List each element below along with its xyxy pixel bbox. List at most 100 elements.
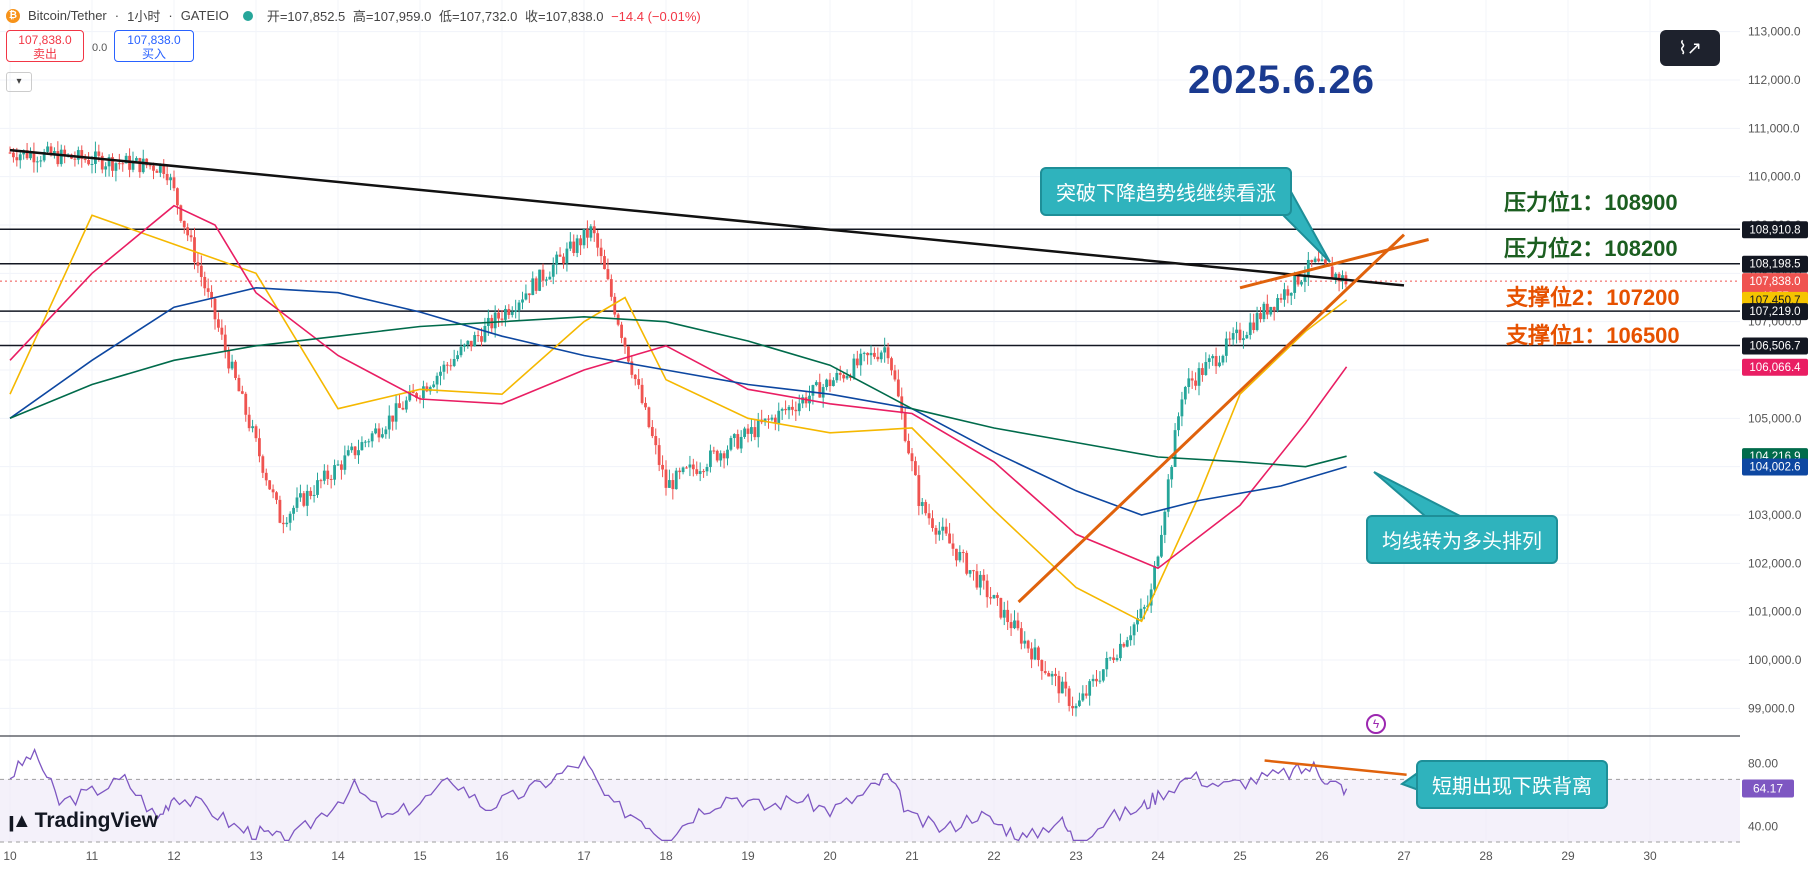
exchange: GATEIO — [180, 8, 229, 23]
candle-body — [483, 325, 487, 342]
candle-body — [340, 464, 343, 470]
y-tick-label: 103,000.0 — [1748, 508, 1802, 522]
candle-body — [49, 146, 53, 155]
candle-body — [1050, 673, 1054, 677]
candle-body — [1259, 313, 1262, 320]
rsi-tick-label: 80.00 — [1748, 757, 1778, 771]
x-tick-label: 20 — [823, 849, 837, 863]
candle-body — [90, 163, 94, 165]
candle-body — [992, 595, 996, 599]
chevron-down-icon[interactable]: ▾ — [6, 72, 32, 92]
callout-ma: 均线转为多头排列 — [1366, 515, 1558, 564]
candle-body — [681, 467, 685, 473]
candle-body — [873, 352, 876, 357]
symbol-name[interactable]: Bitcoin/Tether — [28, 8, 107, 23]
candle-body — [504, 308, 507, 320]
candle-body — [394, 403, 398, 422]
interval[interactable]: 1小时 — [127, 9, 161, 24]
price-tag-value: 108,198.5 — [1749, 259, 1800, 271]
candle-body — [780, 408, 784, 411]
candle-body — [1276, 298, 1279, 311]
candle-body — [517, 302, 521, 311]
candle-body — [367, 441, 371, 443]
candle-body — [958, 552, 962, 561]
x-tick-label: 10 — [3, 849, 17, 863]
candle-body — [770, 417, 774, 420]
callout-breakout: 突破下降趋势线继续看涨 — [1040, 167, 1292, 216]
candle-body — [951, 543, 955, 549]
candle-body — [1149, 589, 1153, 606]
candle-body — [797, 403, 801, 412]
candle-body — [650, 427, 654, 437]
candle-body — [842, 374, 846, 379]
ma-fast-line — [9, 214, 1348, 623]
candle-body — [1139, 608, 1143, 619]
y-tick-label: 100,000.0 — [1748, 653, 1802, 667]
buy-price: 107,838.0 — [127, 33, 181, 47]
candle-body — [722, 453, 726, 459]
downtrend-line — [9, 148, 1405, 287]
time-axis[interactable]: 10 11 12 13 14 15 16 17 18 19 20 21 22 23 24 25 26 27 28 29… — [3, 849, 1657, 863]
candle-body — [1142, 607, 1146, 609]
candle-body — [381, 434, 384, 438]
lightning-icon[interactable]: ϟ — [1366, 714, 1386, 734]
candle-body — [787, 406, 791, 411]
candle-body — [985, 580, 989, 598]
candle-body — [876, 356, 880, 360]
candle-body — [408, 391, 412, 401]
candle-body — [121, 163, 125, 165]
candle-body — [466, 340, 470, 345]
candle-body — [661, 464, 664, 470]
candle-body — [152, 165, 155, 171]
candle-body — [818, 382, 822, 398]
y-tick-label: 111,000.0 — [1748, 121, 1800, 135]
sell-button[interactable]: 107,838.0 卖出 — [6, 30, 84, 62]
x-tick-label: 17 — [577, 849, 591, 863]
candle-body — [1122, 643, 1126, 647]
candle-body — [473, 335, 477, 347]
price-tag-value: 107,219.0 — [1749, 306, 1800, 318]
candle-body — [955, 548, 958, 561]
candle-body — [1084, 693, 1088, 696]
candle-body — [391, 415, 395, 422]
price-axis[interactable]: 113,000.0112,000.0111,000.0110,000.0109,… — [1748, 25, 1802, 834]
candle-body — [1101, 669, 1105, 681]
candle-body — [832, 380, 835, 387]
candle-body — [886, 347, 890, 359]
candle-body — [302, 493, 306, 506]
candle-body — [890, 358, 893, 371]
candle-body — [196, 262, 200, 266]
candle-body — [1269, 306, 1273, 315]
candle-body — [606, 269, 610, 280]
candle-body — [978, 574, 982, 588]
buy-button[interactable]: 107,838.0 买入 — [114, 30, 194, 62]
rsi-current-value: 64.17 — [1753, 781, 1783, 795]
candle-body — [316, 480, 319, 495]
chart-background — [0, 0, 1740, 869]
candle-body — [1197, 368, 1201, 386]
rsi-divergence-line — [1264, 759, 1407, 776]
candle-body — [1190, 378, 1194, 381]
candle-body — [210, 291, 213, 299]
candle-body — [1033, 647, 1037, 660]
candle-body — [791, 406, 794, 410]
price-tag — [1742, 458, 1808, 476]
candle-body — [1026, 640, 1030, 649]
ohlc-values: 开=107,852.5 高=107,959.0 低=107,732.0 收=10… — [267, 6, 705, 25]
candle-body — [217, 319, 220, 328]
candle-body — [172, 177, 176, 189]
y-tick-label: 110,000.0 — [1748, 170, 1801, 184]
candle-body — [237, 377, 241, 392]
candle-body — [1132, 624, 1136, 636]
high-value: 高=107,959.0 — [352, 9, 432, 24]
candle-body — [582, 229, 586, 246]
candle-body — [1238, 329, 1242, 341]
candle-body — [363, 441, 367, 443]
candle-body — [866, 352, 869, 356]
ma-mid-line — [9, 204, 1348, 570]
candle-body — [623, 337, 627, 347]
candle-body — [565, 248, 569, 264]
candle-body — [439, 371, 442, 376]
chart-style-icon[interactable]: ⌇↗ — [1660, 30, 1720, 66]
